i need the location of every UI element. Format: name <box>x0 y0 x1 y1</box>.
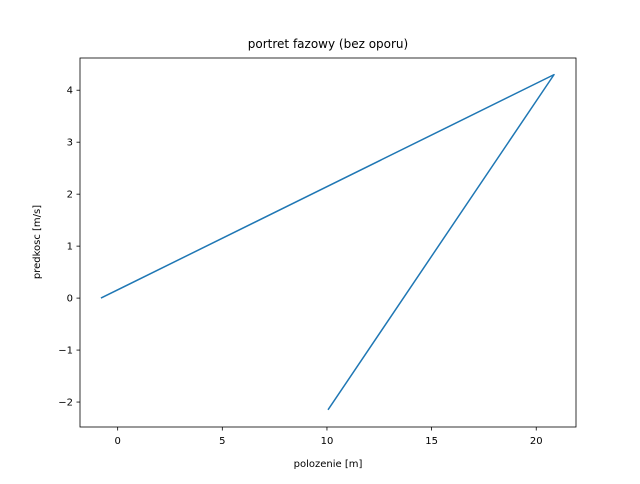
y-tick-label: 2 <box>67 190 73 201</box>
x-axis-ticks: 0 5 10 15 20 <box>114 427 543 447</box>
y-tick-label: 1 <box>67 242 73 253</box>
y-tick-label: −1 <box>58 346 73 357</box>
plot-area <box>79 57 577 428</box>
y-tick-label: 4 <box>67 86 73 97</box>
y-tick-label: 3 <box>67 138 73 149</box>
axes-frame <box>79 57 577 428</box>
y-axis-label: predkosc [m/s] <box>32 205 43 279</box>
x-tick-label: 15 <box>425 436 438 447</box>
x-tick-label: 10 <box>321 436 334 447</box>
x-axis-label: polozenie [m] <box>294 459 363 470</box>
x-tick-label: 20 <box>530 436 543 447</box>
x-tick-label: 0 <box>114 436 120 447</box>
x-tick-label: 5 <box>219 436 225 447</box>
y-axis-ticks: −2 −1 0 1 2 3 4 <box>58 86 80 409</box>
series-line-0 <box>100 73 555 411</box>
chart-title: portret fazowy (bez oporu) <box>248 37 408 51</box>
y-tick-label: 0 <box>67 294 73 305</box>
y-tick-label: −2 <box>58 398 73 409</box>
